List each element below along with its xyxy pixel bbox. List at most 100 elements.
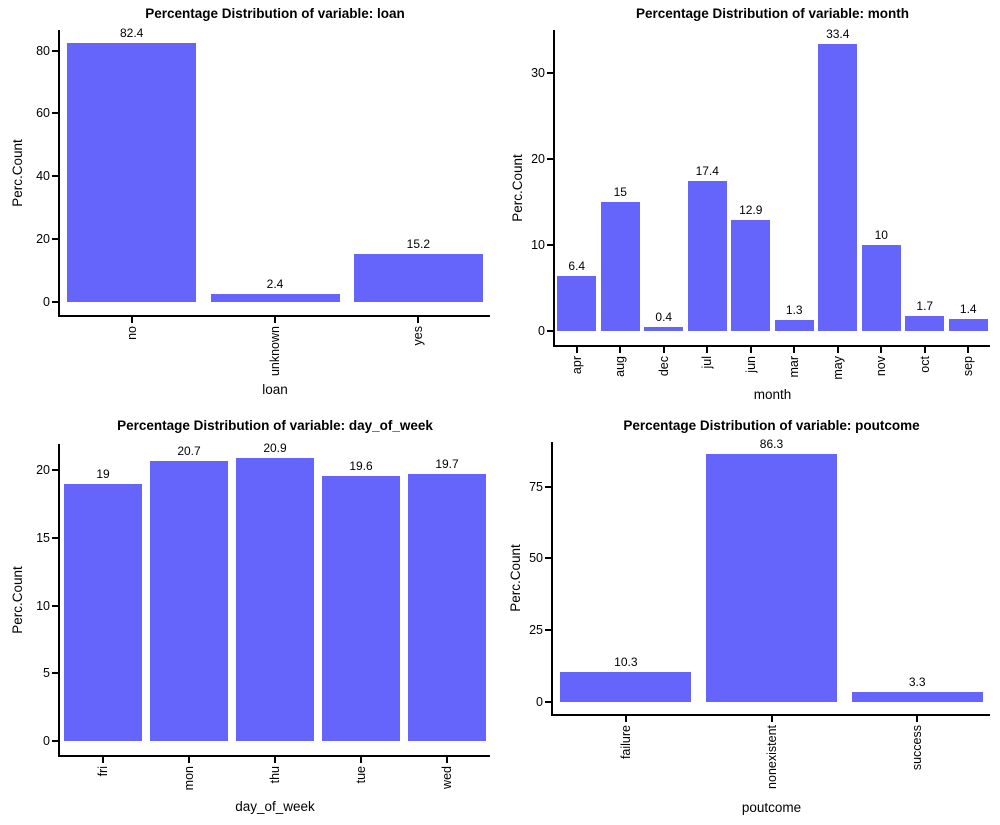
y-tick-label: 20 bbox=[36, 232, 50, 247]
bar-value-label: 82.4 bbox=[119, 25, 144, 40]
bar bbox=[687, 181, 727, 331]
bar bbox=[851, 692, 983, 702]
chart-panel-poutcome: Percentage Distribution of variable: pou… bbox=[500, 412, 1000, 825]
bar-value-label: 0.4 bbox=[655, 310, 673, 325]
y-tick-label: 0 bbox=[43, 295, 50, 310]
y-tick-mark bbox=[52, 604, 58, 607]
x-tick-label: thu bbox=[268, 766, 282, 784]
x-tick-mark bbox=[575, 347, 578, 353]
y-tick-label: 75 bbox=[529, 479, 543, 494]
bar-value-label: 3.3 bbox=[908, 675, 926, 690]
x-axis-title: day_of_week bbox=[235, 799, 315, 814]
bar bbox=[774, 319, 814, 331]
y-tick-label: 10 bbox=[531, 237, 545, 252]
x-axis-title: loan bbox=[262, 382, 288, 397]
x-tick-mark bbox=[102, 757, 104, 763]
y-tick-label: 20 bbox=[36, 463, 50, 478]
bar bbox=[64, 483, 142, 741]
x-tick-mark bbox=[446, 757, 448, 763]
chart-title: Percentage Distribution of variable: mon… bbox=[635, 6, 910, 21]
bar bbox=[150, 460, 228, 741]
bar-value-label: 19 bbox=[96, 466, 110, 481]
y-tick-mark bbox=[545, 485, 551, 488]
plot-area: 0 10 20 30 6.4 apr 15 aug 0.4 dec 17.4 jul 12.9 jun 1.… bbox=[500, 0, 1000, 412]
x-tick-mark bbox=[793, 347, 796, 353]
bar-value-label: 19.6 bbox=[349, 458, 373, 473]
bar bbox=[600, 202, 640, 331]
y-tick-label: 0 bbox=[43, 733, 50, 748]
y-tick-label: 15 bbox=[36, 530, 50, 545]
y-tick-mark bbox=[52, 739, 58, 742]
x-tick-label: sep bbox=[961, 356, 976, 377]
y-axis-line bbox=[58, 444, 60, 757]
x-tick-label: nov bbox=[874, 356, 889, 377]
chart-panel-loan: Percentage Distribution of variable: loa… bbox=[0, 0, 500, 412]
x-tick-mark bbox=[749, 347, 752, 353]
chart-title: Percentage Distribution of variable: loa… bbox=[145, 6, 405, 21]
plot-area: 0 25 50 75 10.3 failure 86.3 nonexistent 3.3 succ… bbox=[500, 412, 1000, 825]
y-tick-mark bbox=[52, 469, 58, 472]
x-tick-mark bbox=[188, 757, 190, 763]
y-tick-label: 25 bbox=[529, 623, 543, 637]
y-tick-mark bbox=[545, 557, 551, 560]
x-tick-label: dec bbox=[656, 356, 671, 377]
y-tick-label: 80 bbox=[36, 43, 50, 58]
y-tick-label: 50 bbox=[529, 551, 543, 566]
bar bbox=[905, 316, 945, 331]
bar bbox=[67, 42, 197, 303]
plot-area: 0 20 40 60 80 82.4 no 2.4 unknown 15.2 yes bbox=[0, 0, 500, 412]
x-tick-mark bbox=[662, 347, 665, 353]
y-tick-mark bbox=[52, 112, 58, 115]
y-tick-label: 40 bbox=[36, 169, 50, 184]
x-tick-label: wed bbox=[440, 766, 454, 789]
bar-value-label: 20.7 bbox=[177, 443, 201, 458]
x-tick-mark bbox=[916, 716, 919, 722]
bar-value-label: 17.4 bbox=[695, 164, 719, 179]
bar-value-label: 2.4 bbox=[266, 277, 284, 292]
x-tick-label: aug bbox=[613, 356, 628, 377]
bar bbox=[861, 244, 901, 331]
bar-value-label: 10 bbox=[874, 227, 888, 242]
plot-area: 0 5 10 15 20 19 fri 20.7 mon 20.9 thu 19.6 tue 19.7 we… bbox=[0, 412, 500, 825]
x-tick-mark bbox=[923, 347, 926, 353]
y-tick-mark bbox=[545, 700, 551, 703]
bar-value-label: 33.4 bbox=[826, 27, 850, 42]
bar bbox=[560, 672, 692, 702]
bar-value-label: 20.9 bbox=[263, 441, 287, 456]
bar-value-label: 15.2 bbox=[406, 237, 430, 252]
x-tick-label: apr bbox=[569, 356, 584, 375]
bar-value-label: 1.4 bbox=[959, 301, 977, 316]
x-tick-label: unknown bbox=[268, 326, 282, 377]
bar bbox=[408, 474, 486, 741]
x-tick-mark bbox=[624, 716, 627, 722]
x-tick-label: no bbox=[124, 326, 139, 340]
bar-value-label: 19.7 bbox=[435, 457, 459, 472]
x-tick-mark bbox=[417, 317, 420, 323]
bar bbox=[236, 458, 314, 741]
chart-title: Percentage Distribution of variable: pou… bbox=[623, 418, 920, 433]
x-axis-title: poutcome bbox=[741, 800, 802, 815]
y-tick-label: 10 bbox=[36, 598, 50, 613]
x-tick-mark bbox=[130, 317, 133, 323]
bar-value-label: 15 bbox=[613, 185, 627, 200]
x-tick-label: oct bbox=[917, 356, 932, 373]
bar bbox=[210, 294, 340, 303]
bar-value-label: 10.3 bbox=[614, 655, 638, 670]
x-tick-label: mar bbox=[787, 356, 802, 378]
bar bbox=[731, 220, 771, 331]
x-tick-mark bbox=[360, 757, 362, 763]
x-tick-mark bbox=[706, 347, 709, 353]
x-tick-label: may bbox=[830, 356, 845, 380]
y-tick-mark bbox=[547, 158, 553, 161]
chart-title: Percentage Distribution of variable: day… bbox=[117, 418, 433, 433]
x-axis-title: month bbox=[753, 387, 792, 402]
x-tick-label: jun bbox=[743, 356, 758, 373]
bar bbox=[705, 454, 838, 702]
y-tick-label: 20 bbox=[531, 152, 545, 167]
y-tick-mark bbox=[52, 536, 58, 539]
bar-value-label: 1.7 bbox=[916, 299, 934, 314]
x-tick-mark bbox=[967, 347, 970, 353]
chart-panel-day-of-week: Percentage Distribution of variable: day… bbox=[0, 412, 500, 825]
bar bbox=[322, 475, 400, 741]
y-axis-line bbox=[551, 442, 553, 716]
